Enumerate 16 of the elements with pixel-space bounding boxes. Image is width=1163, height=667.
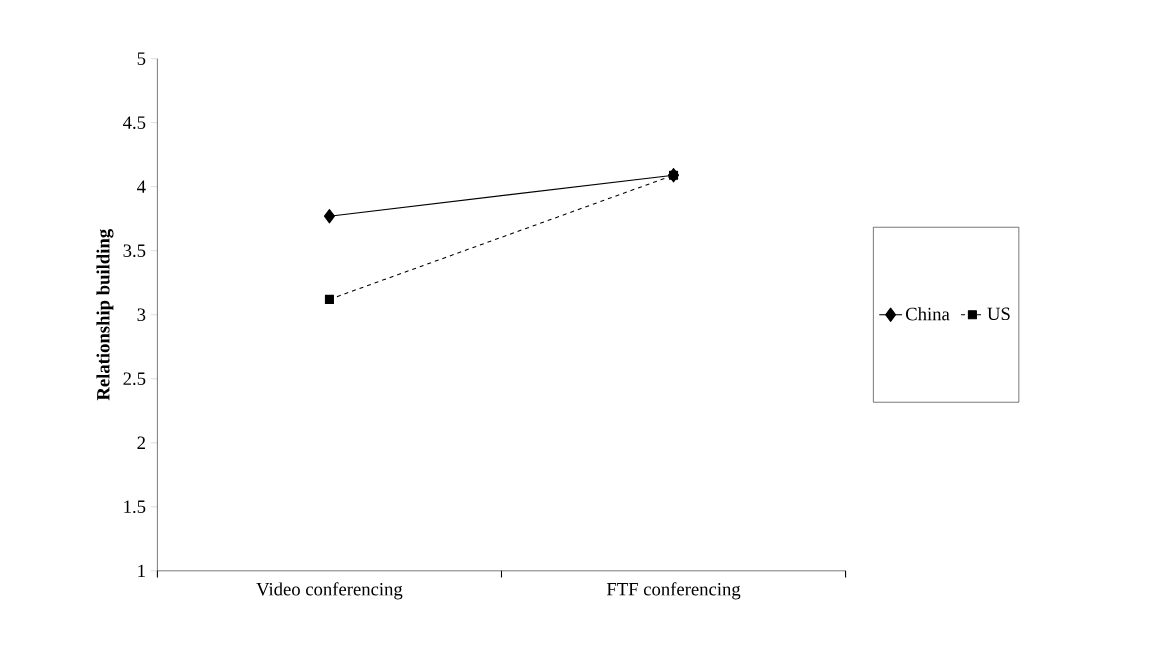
y-tick-label: 1 [138,564,145,578]
y-tick-label: 2.5 [123,372,146,386]
point [323,209,335,224]
y-axis-title: Relationship building [96,229,114,401]
point [324,294,334,304]
x-tick-label: Video conferencing [256,582,403,600]
y-tick-label: 1.5 [124,500,146,514]
legend-label: US [987,307,1010,321]
y-tick-label: 2 [137,436,145,450]
x-tick-label: FTF conferencing [606,582,741,600]
y-tick-label: 4 [137,180,146,193]
y-tick-label: 4.5 [123,116,146,130]
y-tick-label: 5 [137,52,146,65]
y-tick-label: 3.5 [123,244,146,258]
legend-label: China [905,307,950,321]
y-tick-label: 3 [137,308,146,322]
